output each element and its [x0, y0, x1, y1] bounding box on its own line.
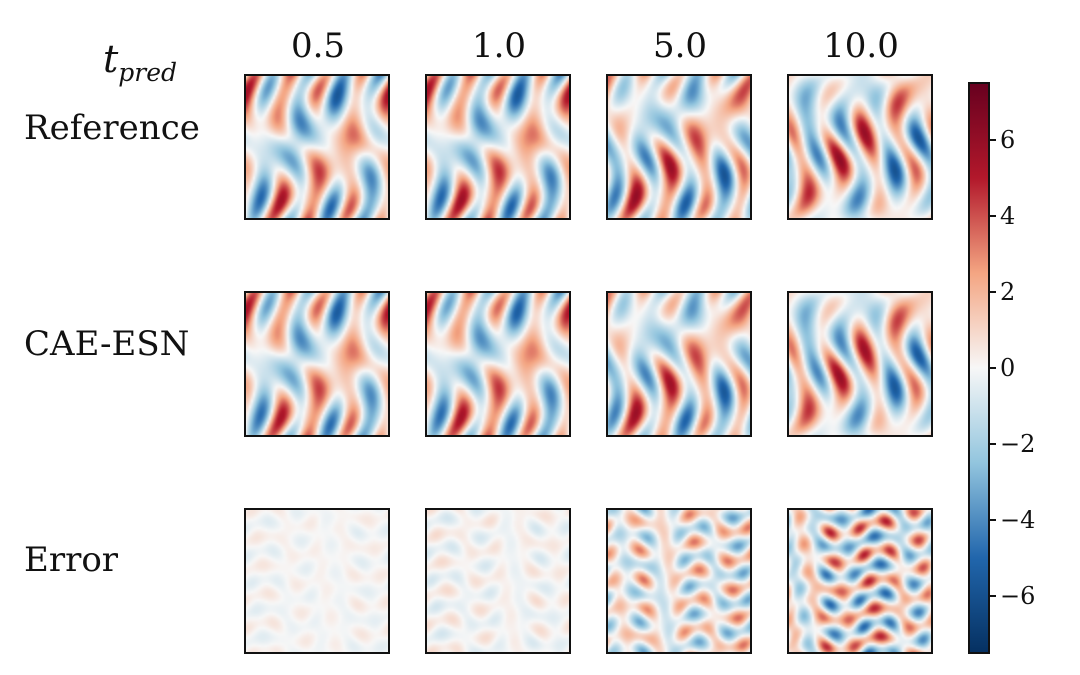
column-header-3: 10.0 [823, 26, 899, 66]
field-panel-reference-1p0 [426, 75, 570, 219]
colorbar-tick-label: 2 [1000, 278, 1015, 306]
field-panel-cae-esn-5p0 [607, 292, 751, 436]
colorbar-gradient [968, 82, 990, 654]
field-panel-cae-esn-0p5 [245, 292, 389, 436]
panel-grid [244, 74, 933, 654]
panel-frame-cae-esn-5p0 [606, 291, 752, 437]
panel-frame-cae-esn-10p0 [787, 291, 933, 437]
panel-frame-error-10p0 [787, 508, 933, 654]
field-panel-cae-esn-1p0 [426, 292, 570, 436]
panel-frame-reference-10p0 [787, 74, 933, 220]
row-label-reference: Reference [24, 108, 200, 148]
panel-frame-error-1p0 [425, 508, 571, 654]
panel-frame-reference-5p0 [606, 74, 752, 220]
field-panel-error-5p0 [607, 509, 751, 653]
column-header-2: 5.0 [653, 26, 707, 66]
column-header-1: 1.0 [472, 26, 526, 66]
colorbar-tick-label: 0 [1000, 354, 1015, 382]
field-panel-reference-5p0 [607, 75, 751, 219]
field-panel-cae-esn-10p0 [788, 292, 932, 436]
panel-frame-cae-esn-0p5 [244, 291, 390, 437]
panel-frame-reference-1p0 [425, 74, 571, 220]
panel-frame-error-0p5 [244, 508, 390, 654]
field-panel-error-1p0 [426, 509, 570, 653]
field-panel-reference-10p0 [788, 75, 932, 219]
colorbar-tick-label: 4 [1000, 202, 1015, 230]
field-panel-reference-0p5 [245, 75, 389, 219]
column-header-0: 0.5 [291, 26, 345, 66]
panel-frame-error-5p0 [606, 508, 752, 654]
field-panel-error-0p5 [245, 509, 389, 653]
time-axis-label: tpred [103, 37, 177, 87]
colorbar-tick-label: −2 [1000, 430, 1035, 458]
colorbar-tick-label: −4 [1000, 506, 1035, 534]
colorbar: −6 −4 −2 0 2 4 6 [968, 82, 1035, 654]
colorbar-tick-label: 6 [1000, 126, 1015, 154]
panel-frame-reference-0p5 [244, 74, 390, 220]
colorbar-tick-label: −6 [1000, 582, 1035, 610]
panel-frame-cae-esn-1p0 [425, 291, 571, 437]
field-panel-error-10p0 [788, 509, 932, 653]
row-label-error: Error [24, 540, 119, 580]
row-label-cae-esn: CAE-ESN [24, 324, 189, 364]
